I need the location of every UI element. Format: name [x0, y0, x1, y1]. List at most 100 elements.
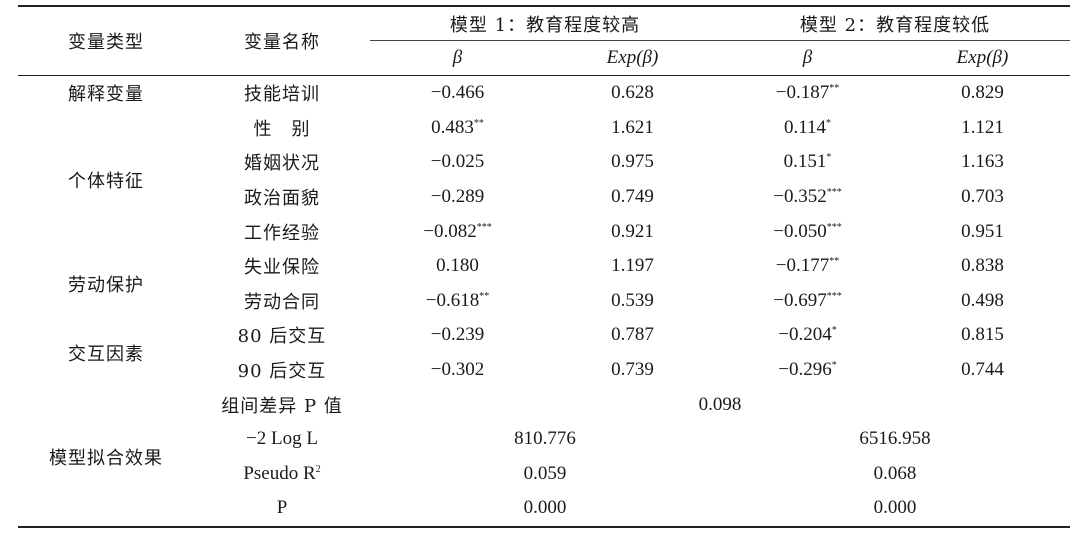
beta-value: −0.025: [430, 151, 485, 173]
header-exp-beta-1: Exp(β): [545, 40, 720, 76]
beta-value: −0.296: [778, 359, 832, 381]
beta-value: −0.204: [778, 324, 832, 346]
exp-beta-model2-cell: 0.703: [961, 186, 1004, 208]
beta-model2-cell: −0.296*: [720, 353, 895, 388]
fit-label-superscript: 2: [315, 463, 321, 475]
beta-value: 0.180: [436, 255, 479, 277]
variable-name: 劳动合同: [244, 291, 320, 313]
header-model-1: 模型 1：教育程度较高: [370, 6, 720, 41]
beta-value: 0.483: [431, 116, 474, 138]
variable-name: 性 别: [253, 118, 311, 140]
regression-table: 变量类型 变量名称 模型 1：教育程度较高 模型 2：教育程度较低 β Exp(…: [18, 5, 1070, 528]
variable-name: 技能培训: [244, 84, 320, 106]
table-row: 工作经验 −0.082*** 0.921 −0.050*** 0.951: [18, 214, 1070, 249]
regression-table-container: 变量类型 变量名称 模型 1：教育程度较高 模型 2：教育程度较低 β Exp(…: [18, 5, 1070, 528]
exp-beta-model1-cell: 0.921: [611, 220, 654, 242]
significance-stars: ***: [826, 221, 842, 233]
exp-beta-model1-cell: 0.739: [611, 359, 654, 381]
beta-model2-cell: −0.352***: [720, 180, 895, 215]
fit-row: P 0.000 0.000: [18, 491, 1070, 528]
exp-beta-model2-cell: 0.815: [961, 324, 1004, 346]
variable-name: 90 后交互: [237, 361, 327, 383]
table-row: 个体特征性 别 0.483** 1.621 0.114* 1.121: [18, 111, 1070, 192]
beta-model2-cell: −0.697***: [720, 284, 895, 319]
header-var-name: 变量名称: [194, 6, 370, 76]
header-row-1: 变量类型 变量名称 模型 1：教育程度较高 模型 2：教育程度较低: [18, 6, 1070, 76]
fit-model1-value: 0.059: [523, 462, 567, 484]
significance-stars: *: [831, 325, 837, 337]
beta-value: −0.082: [423, 220, 477, 242]
significance-stars: **: [473, 117, 484, 129]
exp-beta-model2-cell: 1.163: [961, 151, 1004, 173]
header-var-type: 变量类型: [18, 6, 194, 76]
table-row: 劳动保护 失业保险 0.180 1.197 −0.177** 0.838: [18, 249, 1070, 295]
table-row: 劳动合同 −0.618** 0.539 −0.697*** 0.498: [18, 284, 1070, 319]
beta-model2-cell: 0.151*: [720, 145, 895, 180]
beta-value: −0.050: [773, 220, 827, 242]
fit-model1-value: 0.000: [370, 491, 720, 528]
beta-model1-cell: −0.289: [370, 180, 545, 215]
significance-stars: **: [479, 290, 490, 302]
fit-row: Pseudo R2 0.059 0.068: [18, 457, 1070, 492]
exp-beta-model1-cell: 0.787: [611, 324, 654, 346]
group-label-individual: 个体特征: [68, 170, 144, 192]
beta-value: −0.352: [773, 186, 827, 208]
variable-name: 失业保险: [244, 257, 320, 279]
group-label-labor: 劳动保护: [68, 274, 144, 296]
significance-stars: **: [829, 83, 840, 95]
exp-beta-model1-cell: 1.197: [611, 255, 654, 277]
variable-name: 政治面貌: [244, 188, 320, 210]
table-row: 婚姻状况 −0.025 0.975 0.151* 1.163: [18, 145, 1070, 180]
significance-stars: ***: [476, 221, 492, 233]
exp-beta-model2-cell: 0.744: [961, 359, 1004, 381]
header-beta-2: β: [720, 40, 895, 76]
beta-model1-cell: −0.025: [370, 145, 545, 180]
fit-label: −2 Log L: [194, 422, 370, 457]
header-exp-beta-2: Exp(β): [895, 40, 1070, 76]
beta-model1-cell: −0.239: [370, 318, 545, 353]
variable-name: 工作经验: [244, 222, 320, 244]
fit-row: −2 Log L 810.776 6516.958: [18, 422, 1070, 457]
variable-name: 婚姻状况: [244, 153, 320, 175]
fit-label: Pseudo R2: [194, 457, 370, 492]
significance-stars: ***: [826, 290, 842, 302]
exp-beta-model1-cell: 0.749: [611, 186, 654, 208]
significance-stars: *: [826, 152, 832, 164]
significance-stars: *: [826, 117, 832, 129]
beta-value: 0.151: [783, 151, 827, 173]
fit-model2-value: 6516.958: [859, 428, 931, 450]
fit-model2-value: 0.068: [873, 462, 917, 484]
exp-beta-model1-cell: 0.975: [611, 151, 654, 173]
header-row-2: β Exp(β) β Exp(β): [18, 40, 1070, 76]
beta-value: −0.289: [430, 186, 485, 208]
beta-model1-cell: −0.082***: [370, 214, 545, 249]
variable-name: 80 后交互: [237, 326, 327, 348]
beta-model1-cell: −0.302: [370, 353, 545, 388]
table-row: 政治面貌 −0.289 0.749 −0.352*** 0.703: [18, 180, 1070, 215]
exp-beta-model2-cell: 0.951: [961, 220, 1004, 242]
group-label-fit: 模型拟合效果: [18, 387, 194, 528]
group-label-explanatory: 解释变量: [68, 84, 144, 106]
exp-beta-model1-cell: 0.628: [611, 82, 654, 104]
header-beta-1: β: [370, 40, 545, 76]
table-row: 90 后交互 −0.302 0.739 −0.296* 0.744: [18, 353, 1070, 388]
table-row: 解释变量 技能培训 −0.466 0.628 −0.187** 0.829: [18, 76, 1070, 111]
beta-value: 0.114: [783, 116, 827, 138]
beta-model2-cell: −0.204*: [720, 318, 895, 353]
fit-label-text: P: [276, 497, 288, 519]
fit-label: P: [194, 491, 370, 528]
group-label-interaction: 交互因素: [68, 343, 144, 365]
beta-model1-cell: 0.483**: [370, 111, 545, 146]
beta-value: −0.466: [430, 82, 485, 104]
significance-stars: ***: [826, 187, 842, 199]
header-model-2: 模型 2：教育程度较低: [720, 6, 1070, 41]
exp-beta-model2-cell: 0.498: [961, 289, 1004, 311]
beta-model1-cell: −0.466: [370, 76, 545, 111]
fit-label-text: Pseudo R: [243, 462, 316, 484]
group-diff-row: 模型拟合效果 组间差异 P 值 0.098: [18, 387, 1070, 528]
table-row: 交互因素 80 后交互 −0.239 0.787 −0.204* 0.815: [18, 318, 1070, 364]
beta-value: −0.177: [775, 255, 830, 277]
beta-model2-cell: −0.187**: [720, 76, 895, 111]
exp-beta-model2-cell: 1.121: [961, 116, 1004, 138]
